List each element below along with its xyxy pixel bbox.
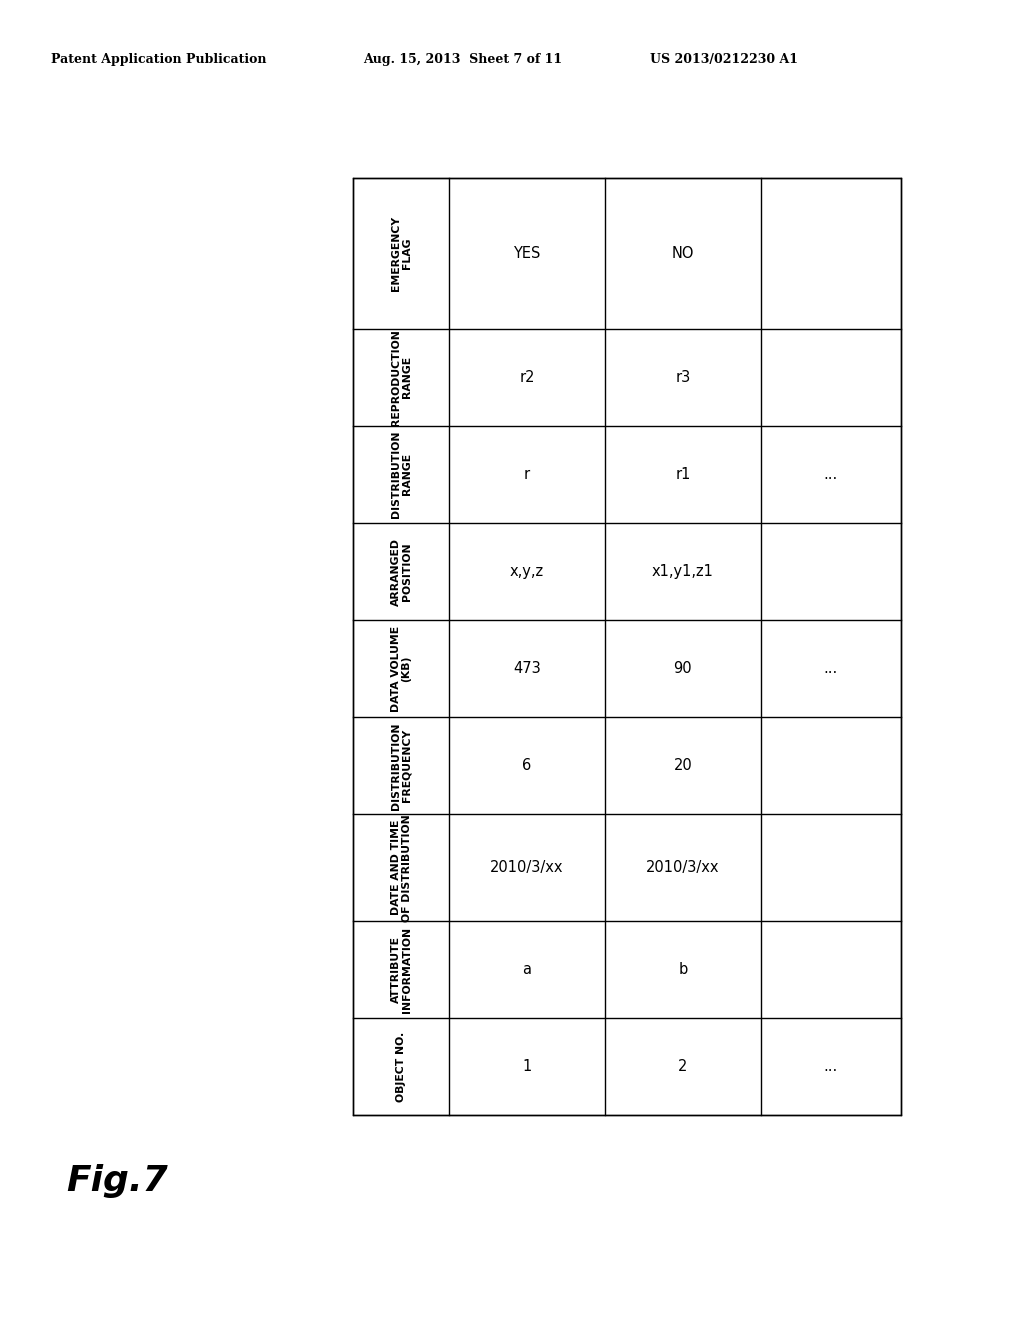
Text: EMERGENCY
FLAG: EMERGENCY FLAG (391, 216, 412, 290)
Text: ...: ... (824, 1060, 838, 1074)
Text: Aug. 15, 2013  Sheet 7 of 11: Aug. 15, 2013 Sheet 7 of 11 (364, 53, 562, 66)
Text: NO: NO (672, 246, 694, 261)
Text: 2010/3/xx: 2010/3/xx (490, 861, 564, 875)
Text: ...: ... (824, 661, 838, 676)
Text: ...: ... (824, 467, 838, 482)
Text: r2: r2 (519, 370, 535, 385)
Text: r3: r3 (675, 370, 690, 385)
Text: Fig.7: Fig.7 (67, 1164, 168, 1199)
Text: OBJECT NO.: OBJECT NO. (396, 1032, 407, 1102)
Text: 1: 1 (522, 1060, 531, 1074)
Text: r: r (524, 467, 530, 482)
Text: b: b (678, 962, 687, 977)
Text: r1: r1 (675, 467, 690, 482)
Text: ARRANGED
POSITION: ARRANGED POSITION (391, 537, 412, 606)
Text: DATA VOLUME
(KB): DATA VOLUME (KB) (391, 626, 412, 711)
Text: x,y,z: x,y,z (510, 564, 544, 579)
Text: REPRODUCTION
RANGE: REPRODUCTION RANGE (391, 329, 412, 426)
Text: 473: 473 (513, 661, 541, 676)
Text: US 2013/0212230 A1: US 2013/0212230 A1 (650, 53, 799, 66)
Text: 2: 2 (678, 1060, 688, 1074)
Text: 2010/3/xx: 2010/3/xx (646, 861, 720, 875)
Text: a: a (522, 962, 531, 977)
Text: YES: YES (513, 246, 541, 261)
Text: ATTRIBUTE
INFORMATION: ATTRIBUTE INFORMATION (391, 927, 412, 1012)
Text: x1,y1,z1: x1,y1,z1 (652, 564, 714, 579)
Text: 6: 6 (522, 758, 531, 774)
Bar (353, 178, 901, 1115)
Text: Patent Application Publication: Patent Application Publication (51, 53, 266, 66)
Text: DATE AND TIME
OF DISTRIBUTION: DATE AND TIME OF DISTRIBUTION (391, 814, 412, 921)
Text: DISTRIBUTION
RANGE: DISTRIBUTION RANGE (391, 430, 412, 519)
Text: DISTRIBUTION
FREQUENCY: DISTRIBUTION FREQUENCY (391, 722, 412, 809)
Text: 90: 90 (674, 661, 692, 676)
Text: 20: 20 (674, 758, 692, 774)
